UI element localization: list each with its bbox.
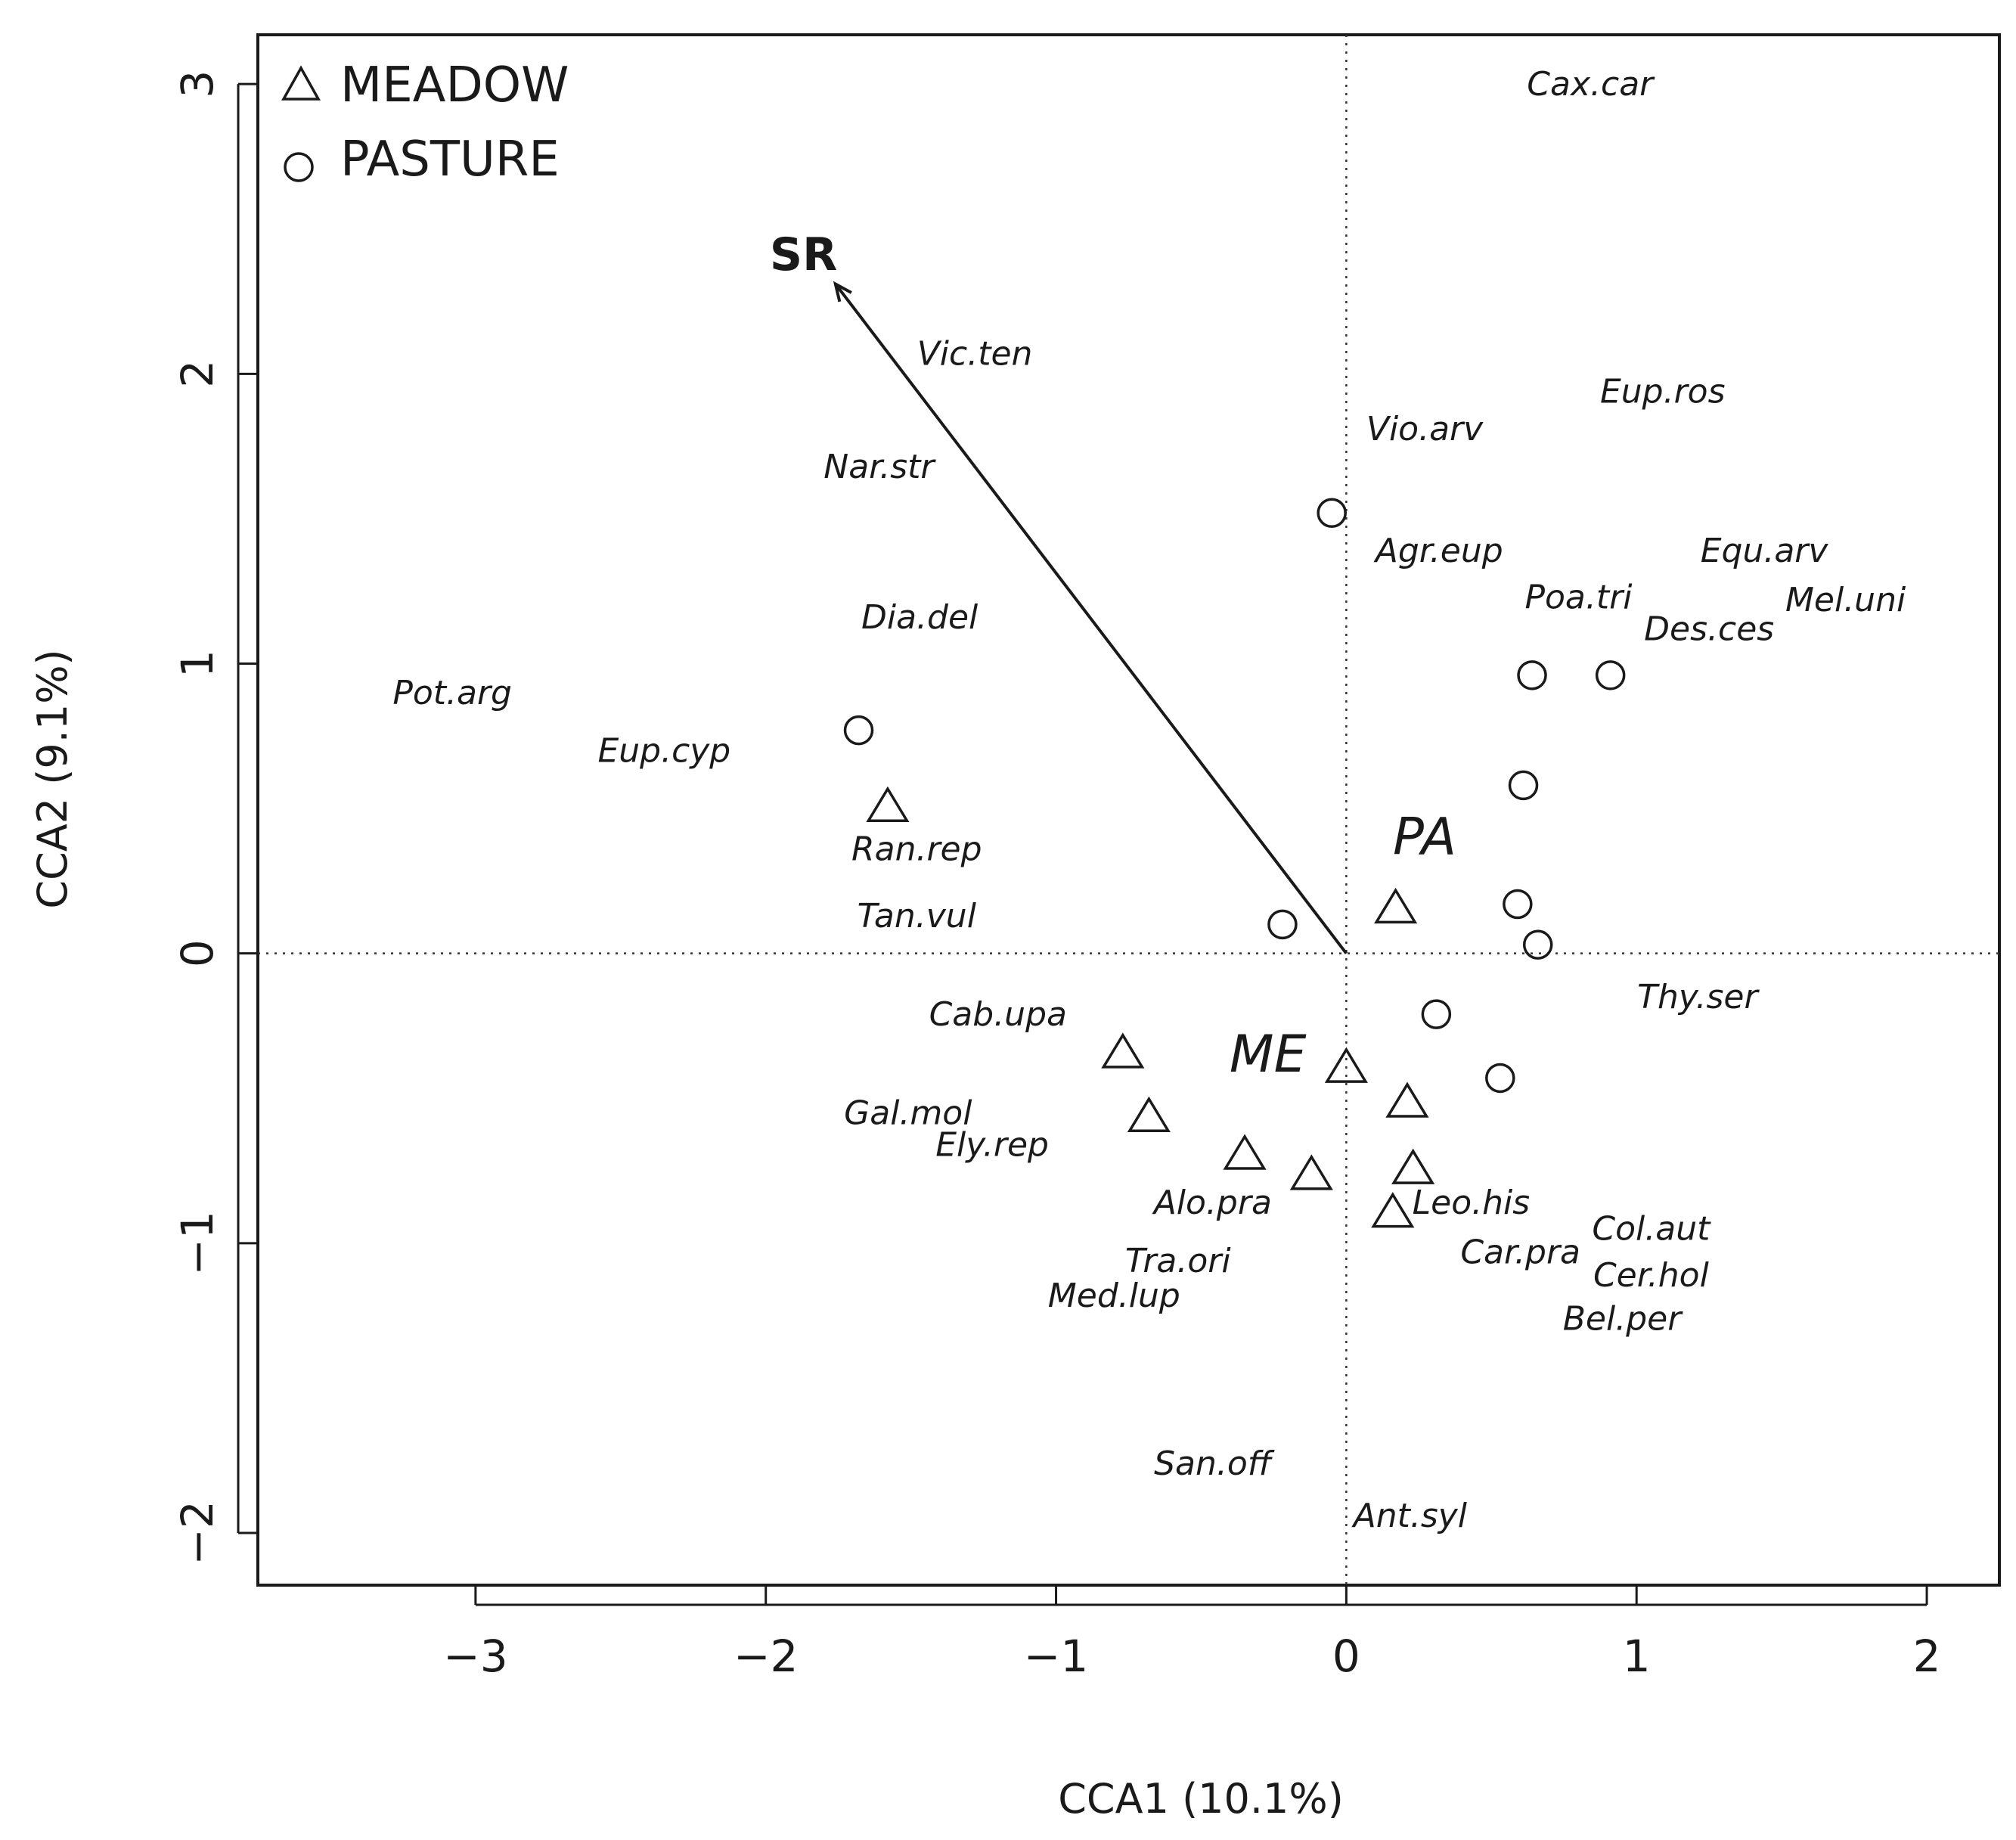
pasture-site-marker (1421, 999, 1452, 1029)
pasture-site-marker (1485, 1063, 1515, 1094)
x-tick-label: −3 (443, 1631, 508, 1682)
y-axis-title: CCA2 (9.1%) (29, 649, 76, 908)
x-tick-label: 0 (1332, 1631, 1360, 1682)
species-label: Mel.uni (1785, 581, 1906, 619)
x-axis: −3 −2 −1 0 1 2 (443, 1585, 1940, 1682)
species-label: Tan.vul (858, 897, 977, 936)
meadow-site-marker (1385, 1081, 1429, 1118)
species-label: Pot.arg (392, 674, 512, 712)
legend-triangle-icon (281, 65, 321, 101)
meadow-site-marker (1101, 1032, 1145, 1069)
species-label: Alo.pra (1152, 1184, 1272, 1222)
species-labels: Cax.car Vic.ten Eup.ros Vio.arv Nar.str Agr.e… (392, 65, 1906, 1535)
group-centroid-label: ME (1230, 1025, 1307, 1084)
sr-vector-label: SR (770, 228, 837, 281)
meadow-site-marker (1374, 887, 1418, 924)
y-tick-label: 3 (172, 70, 223, 98)
pasture-site-marker (1595, 660, 1626, 690)
species-label: Tra.ori (1125, 1242, 1232, 1280)
species-label: Nar.str (823, 448, 936, 486)
species-label: Col.aut (1592, 1210, 1711, 1249)
species-label: Car.pra (1460, 1233, 1580, 1271)
legend-label-meadow: MEADOW (340, 57, 569, 113)
species-label: Vio.arv (1366, 410, 1484, 448)
y-tick-label: 2 (172, 360, 223, 388)
y-tick-label: −1 (172, 1211, 223, 1276)
sr-vector-line (834, 283, 1348, 954)
species-label: Dia.del (861, 598, 979, 637)
species-label: Agr.eup (1373, 532, 1503, 570)
meadow-site-marker (1324, 1047, 1368, 1083)
plot-area: SR Cax.car Vic.ten Eup.ros Vio.arv Nar.str Ag… (256, 33, 2001, 1587)
x-tick-label: −1 (1024, 1631, 1089, 1682)
species-label: Bel.per (1563, 1299, 1683, 1338)
legend-label-pasture: PASTURE (340, 132, 560, 188)
pasture-site-marker (1522, 929, 1553, 960)
species-label: Med.lup (1048, 1277, 1180, 1315)
site-markers (843, 498, 1626, 1228)
meadow-site-marker (1371, 1192, 1415, 1228)
y-tick-label: −2 (172, 1500, 223, 1565)
species-label: Eup.ros (1600, 372, 1726, 411)
x-axis-title: CCA1 (10.1%) (1058, 1775, 1344, 1823)
species-label: Vic.ten (917, 334, 1033, 373)
species-label: San.off (1154, 1444, 1275, 1483)
y-axis: −2 −1 0 1 2 3 (172, 70, 258, 1565)
group-centroid-label: PA (1393, 807, 1456, 867)
reference-lines (258, 35, 1999, 1585)
meadow-site-marker (866, 786, 910, 822)
y-tick-label: 1 (172, 650, 223, 678)
species-label: Gal.mol (844, 1094, 972, 1132)
species-label: Ran.rep (851, 830, 982, 869)
species-label: Eup.cyp (597, 731, 730, 770)
species-label: Thy.ser (1637, 978, 1760, 1016)
species-label: Ely.rep (935, 1126, 1049, 1165)
meadow-site-marker (1127, 1096, 1171, 1132)
species-label: Cer.hol (1593, 1256, 1710, 1295)
meadow-site-marker (1391, 1148, 1435, 1184)
species-label: Cab.upa (929, 995, 1067, 1034)
pasture-site-marker (1508, 770, 1539, 801)
species-label: Des.ces (1644, 610, 1774, 649)
pasture-site-marker (1517, 660, 1547, 690)
legend: MEADOW PASTURE (281, 57, 569, 188)
x-tick-label: 1 (1623, 1631, 1651, 1682)
x-tick-label: −2 (734, 1631, 799, 1682)
y-tick-label: 0 (172, 939, 223, 967)
pasture-site-marker (1503, 889, 1533, 920)
legend-circle-icon (284, 152, 314, 182)
meadow-site-marker (1223, 1134, 1267, 1170)
plot-frame (256, 33, 2001, 1587)
environmental-vectors: SR (770, 228, 1348, 954)
pasture-site-marker (1267, 909, 1298, 940)
species-label: Poa.tri (1524, 578, 1633, 616)
x-tick-label: 2 (1913, 1631, 1941, 1682)
species-label: Equ.arv (1701, 532, 1829, 570)
species-label: Cax.car (1527, 65, 1655, 104)
meadow-site-marker (1289, 1154, 1333, 1190)
species-label: Ant.syl (1351, 1497, 1468, 1535)
pasture-site-marker (1317, 498, 1347, 528)
species-label: Leo.his (1413, 1184, 1531, 1222)
sr-vector-arrowhead-icon (833, 281, 852, 303)
pasture-site-marker (843, 715, 874, 746)
